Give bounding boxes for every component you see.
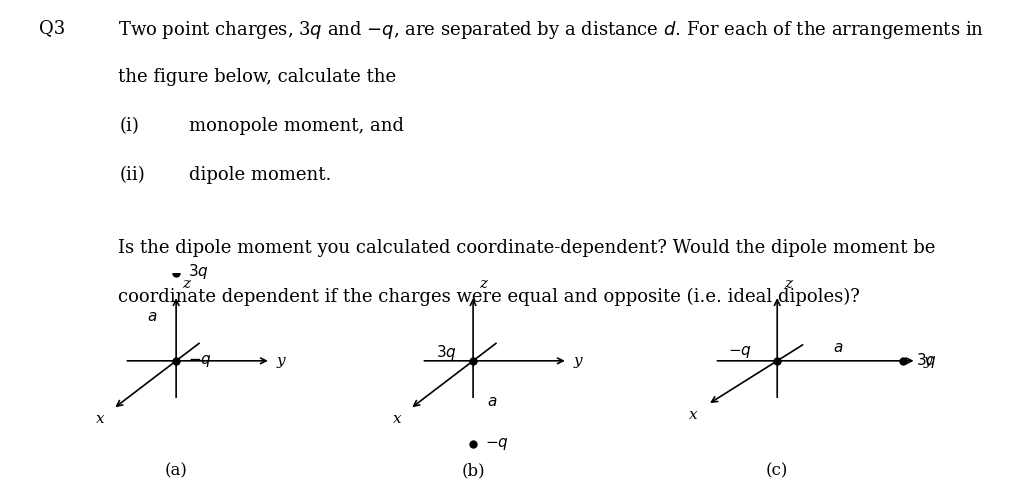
Text: $3q$: $3q$ [916, 351, 937, 370]
Text: dipole moment.: dipole moment. [189, 166, 332, 183]
Text: (ii): (ii) [120, 166, 145, 183]
Text: $-q$: $-q$ [187, 353, 212, 369]
Text: $3q$: $3q$ [187, 261, 209, 281]
Text: $-q$: $-q$ [728, 344, 753, 360]
Text: (c): (c) [766, 462, 788, 479]
Text: Is the dipole moment you calculated coordinate-dependent? Would the dipole momen: Is the dipole moment you calculated coor… [118, 239, 935, 256]
Text: z: z [182, 277, 189, 291]
Text: y: y [924, 354, 932, 368]
Text: Q3: Q3 [39, 19, 66, 37]
Text: x: x [688, 408, 697, 422]
Text: $a$: $a$ [147, 310, 158, 324]
Text: $3q$: $3q$ [436, 342, 457, 362]
Text: Two point charges, 3$q$ and $-q$, are separated by a distance $d$. For each of t: Two point charges, 3$q$ and $-q$, are se… [118, 19, 984, 41]
Text: y: y [573, 354, 582, 368]
Text: $a$: $a$ [487, 396, 498, 410]
Text: the figure below, calculate the: the figure below, calculate the [118, 68, 396, 86]
Text: y: y [276, 354, 285, 368]
Text: x: x [96, 412, 104, 426]
Text: (b): (b) [461, 462, 485, 479]
Text: x: x [393, 412, 401, 426]
Text: monopole moment, and: monopole moment, and [189, 117, 404, 135]
Text: $a$: $a$ [833, 341, 844, 355]
Text: coordinate dependent if the charges were equal and opposite (i.e. ideal dipoles): coordinate dependent if the charges were… [118, 287, 859, 306]
Text: z: z [784, 277, 793, 291]
Text: $-q$: $-q$ [484, 436, 509, 452]
Text: z: z [479, 277, 486, 291]
Text: (i): (i) [120, 117, 139, 135]
Text: (a): (a) [165, 462, 187, 479]
